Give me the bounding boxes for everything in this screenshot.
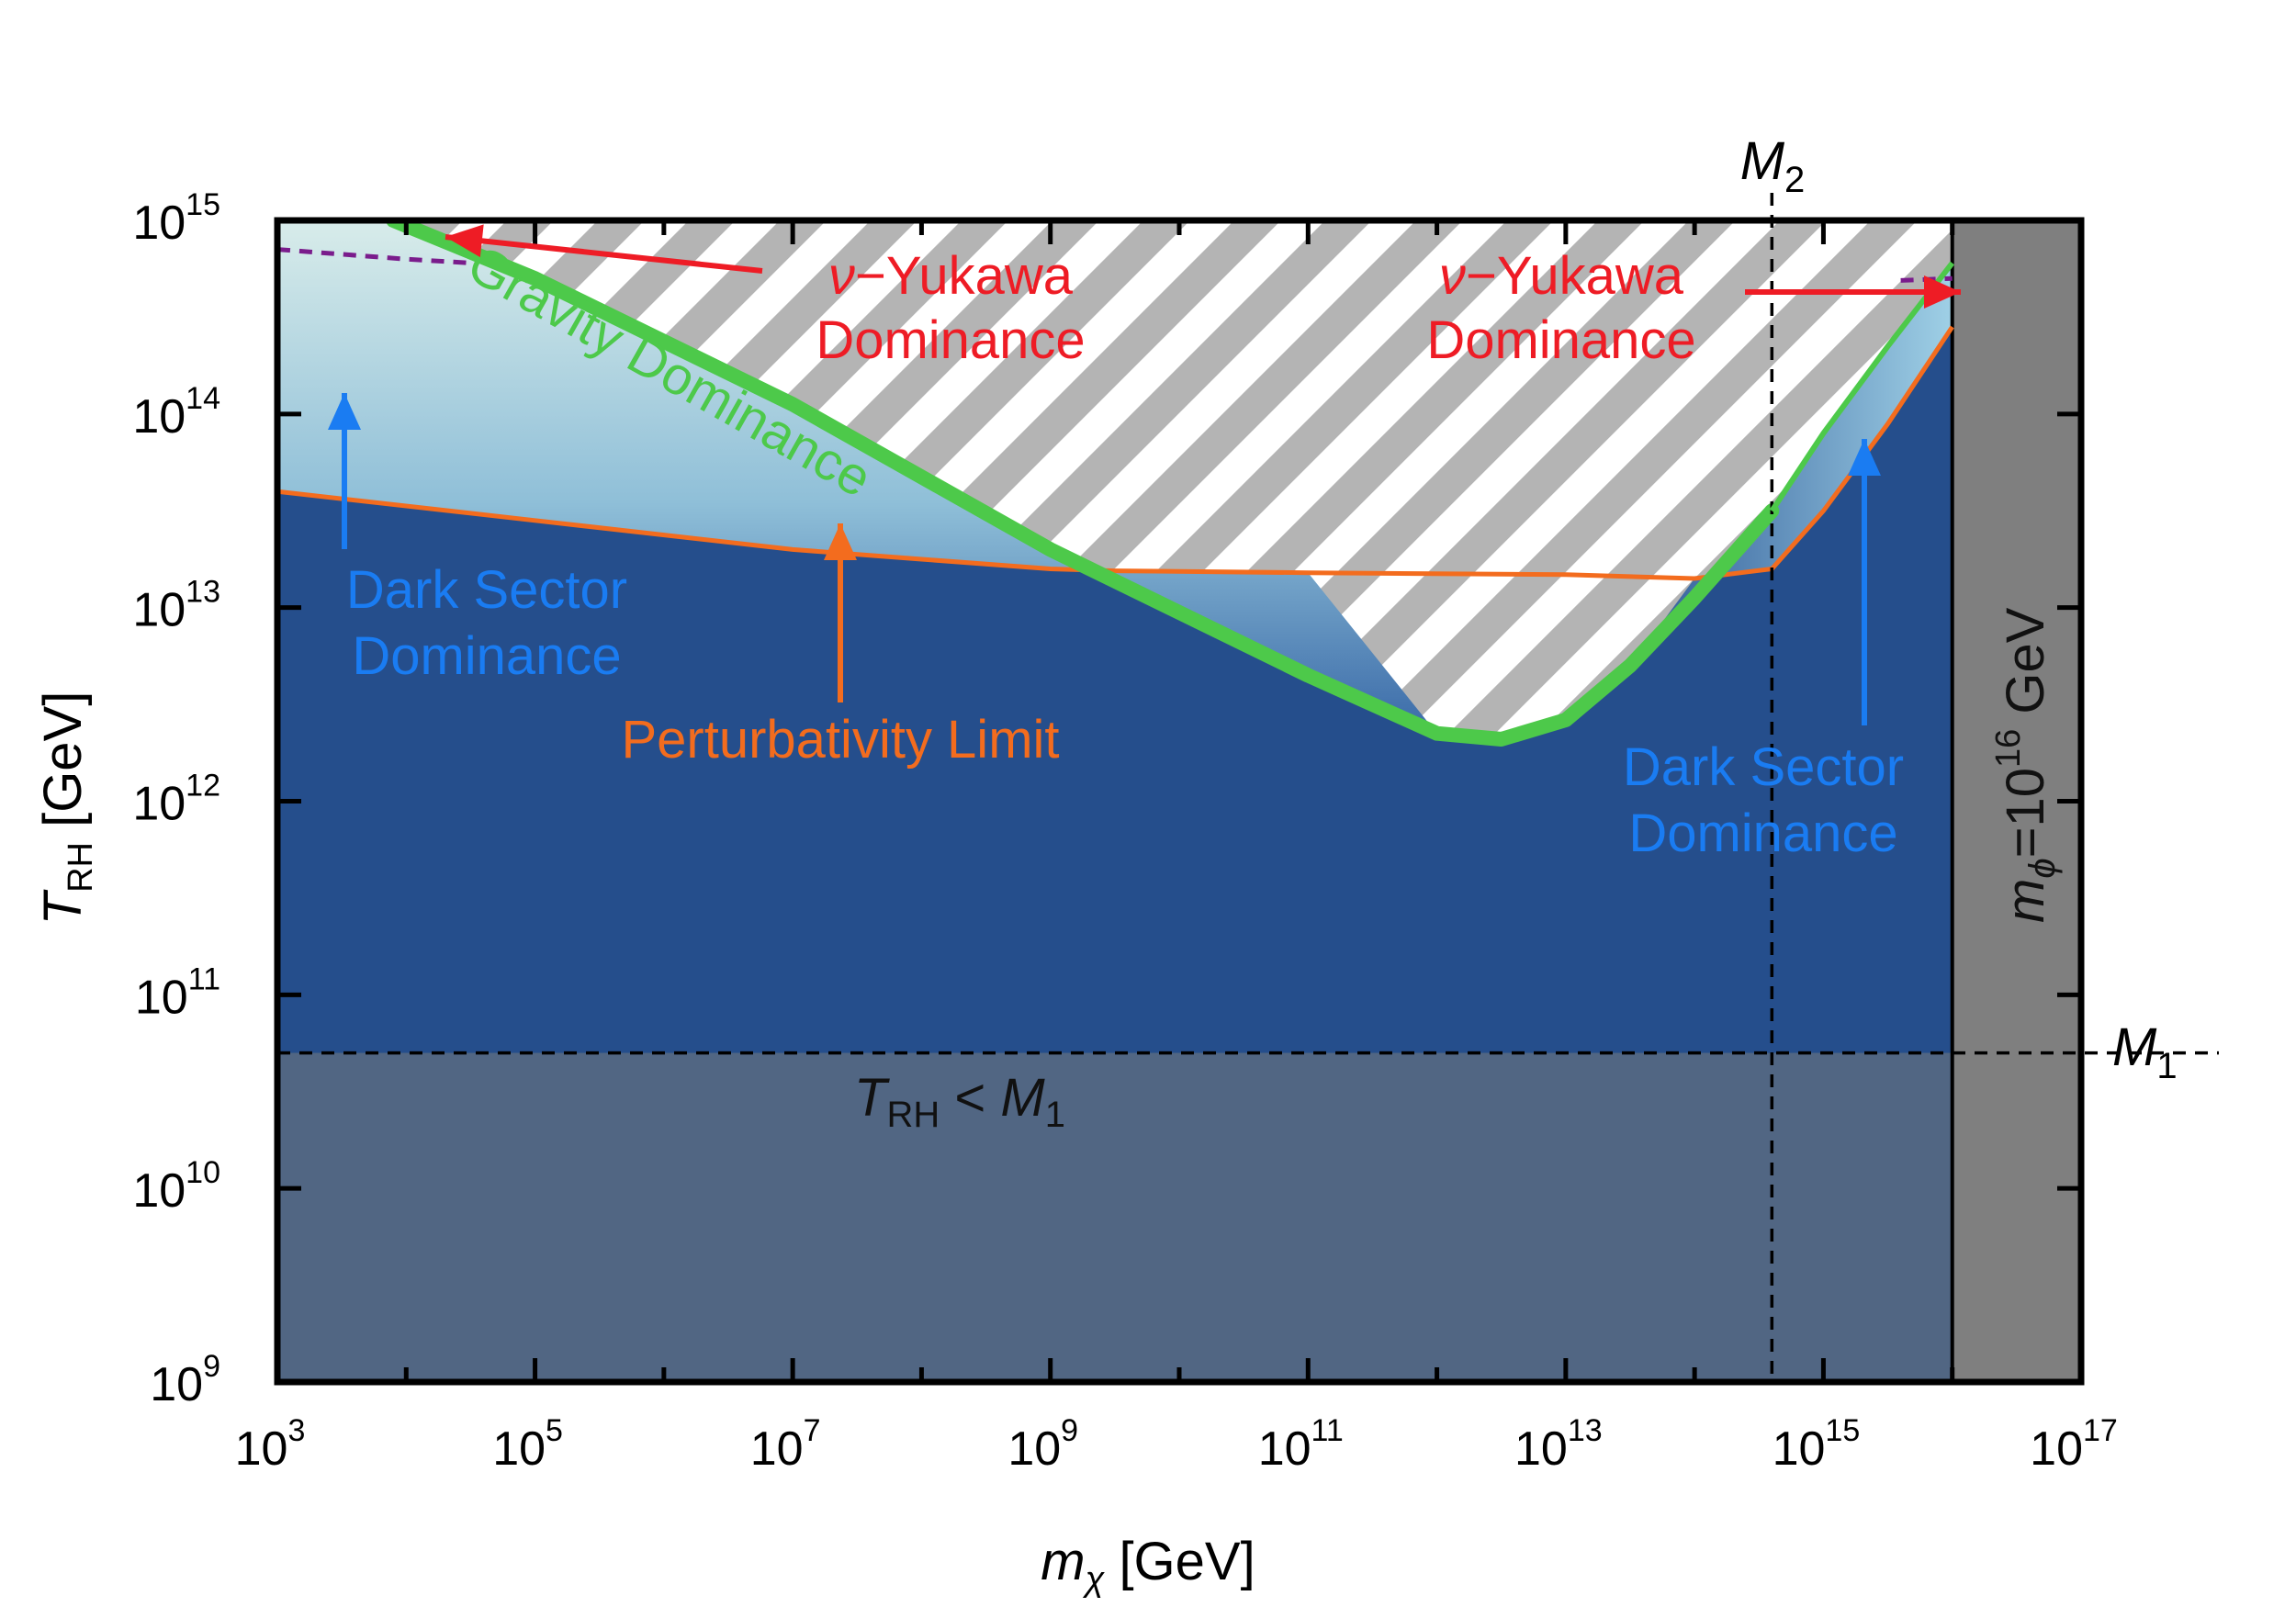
x-tick-label: 1011 [1258,1413,1344,1476]
x-tick-label: 1015 [1773,1413,1861,1476]
tick-labels: 103 105 107 109 1011 1013 1015 1017 109 1010 1011 1… [132,187,2118,1476]
perturbativity-label: Perturbativity Limit [621,710,1059,770]
nu-yukawa-left-arrow-head [445,224,484,258]
m-phi-label: mϕ=1016 GeV [1989,607,2063,923]
y-tick-label: 1011 [135,961,220,1024]
gravity-curve-thin [1769,261,1955,512]
dark-sector-right-label: Dark Sector Dominance [1623,737,1904,863]
y-tick-label: 1013 [132,575,220,637]
low-trh-region [277,1052,1953,1382]
dark-sector-left-label: Dark Sector Dominance [346,560,627,686]
m2-label: M2 [1740,131,1806,200]
x-tick-label: 109 [1007,1413,1078,1476]
y-tick-label: 1012 [132,769,220,831]
x-axis-label: mχ [GeV] [1041,1532,1255,1599]
x-tick-label: 1017 [2030,1413,2118,1476]
trh-below-m1-label: TRH < M1 [854,1068,1065,1135]
dark-sector-left-arrow-head [328,393,361,430]
x-tick-label: 103 [235,1413,306,1476]
nu-yukawa-right-label: ν−Yukawa Dominance [1426,246,1695,370]
nu-yukawa-left-label: ν−Yukawa Dominance [816,246,1085,370]
axis-ticks [275,218,2084,1385]
y-tick-label: 1010 [132,1155,220,1218]
nu-yukawa-right-arrow-head [1924,275,1961,309]
dark-sector-light-region [277,220,1437,734]
x-tick-label: 1013 [1514,1413,1603,1476]
perturbativity-curve [277,325,1954,581]
nu-yukawa-left-arrow [445,234,763,274]
y-tick-label: 1015 [132,187,220,250]
dark-sector-right-arrow-head [1848,439,1881,476]
x-tick-label: 105 [492,1413,563,1476]
gravity-curve [386,220,1780,747]
y-axis-label: TRH [GeV] [33,691,100,926]
y-tick-label: 1014 [132,381,220,444]
y-tick-label: 109 [150,1349,220,1411]
x-tick-label: 107 [750,1413,821,1476]
perturbativity-arrow-head [824,523,857,560]
m1-label: M1 [2112,1017,2178,1086]
